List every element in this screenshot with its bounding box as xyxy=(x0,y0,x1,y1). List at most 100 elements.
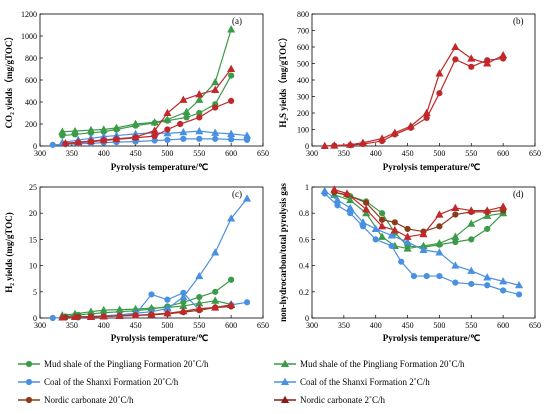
y-tick-label: 20 xyxy=(29,209,37,218)
y-tick-label: 0.6 xyxy=(299,235,309,244)
x-tick-label: 600 xyxy=(225,321,237,330)
x-tick-label: 550 xyxy=(465,321,477,330)
chart-panel-2: 300 350 400 450 500 550 600 650 0 100 200 300 400 500… xyxy=(278,10,541,172)
data-point xyxy=(164,136,171,144)
data-point xyxy=(403,244,412,252)
data-point xyxy=(346,195,355,204)
data-point xyxy=(163,129,172,137)
data-point xyxy=(112,123,121,131)
x-axis-label: Pyrolysis temperature/℃ xyxy=(111,333,209,343)
series-4 xyxy=(58,194,252,321)
series-line xyxy=(62,198,248,319)
data-point xyxy=(196,293,203,301)
data-point xyxy=(148,291,155,298)
x-tick-label: 550 xyxy=(193,149,205,158)
y-axis-label: H₂ yields (mg/gTOC) xyxy=(4,212,14,293)
data-point xyxy=(183,114,190,121)
y-tick-label: 25 xyxy=(29,183,37,192)
data-point xyxy=(419,229,428,238)
data-point xyxy=(358,138,368,146)
panel-tag: (c) xyxy=(232,189,242,199)
data-point xyxy=(483,59,492,67)
data-point xyxy=(150,118,159,126)
data-point xyxy=(179,128,188,136)
series-4 xyxy=(320,186,524,289)
x-tick-label: 300 xyxy=(34,149,46,158)
data-point xyxy=(99,135,108,144)
data-point xyxy=(499,202,508,210)
data-point xyxy=(227,129,236,137)
series-line xyxy=(62,75,232,137)
data-point xyxy=(499,51,508,59)
panel-tag: (a) xyxy=(232,16,242,26)
y-tick-label: 0.4 xyxy=(299,262,309,271)
series-line xyxy=(324,190,520,286)
x-tick-label: 650 xyxy=(257,149,269,158)
data-point xyxy=(515,281,524,289)
legend-marker xyxy=(280,359,290,368)
data-point xyxy=(398,258,405,265)
x-tick-label: 500 xyxy=(161,149,173,158)
data-point xyxy=(435,248,444,256)
y-tick-label: 800 xyxy=(297,10,309,19)
data-point xyxy=(435,69,444,77)
data-point xyxy=(179,95,188,103)
data-point xyxy=(211,128,220,136)
y-tick-label: 15 xyxy=(29,235,37,244)
data-point xyxy=(378,222,387,230)
data-point xyxy=(436,272,443,280)
data-point xyxy=(468,280,475,288)
series-line xyxy=(62,29,232,133)
data-point xyxy=(243,299,251,306)
y-tick-label: 0 xyxy=(33,142,37,151)
x-tick-label: 400 xyxy=(98,321,110,330)
x-tick-label: 500 xyxy=(161,321,173,330)
data-point xyxy=(333,195,342,204)
data-point xyxy=(212,135,219,142)
data-point xyxy=(499,277,508,285)
legend-label: Coal of the Shanxi Formation 20˚C/h xyxy=(44,377,179,387)
data-point xyxy=(70,126,80,135)
x-tick-label: 450 xyxy=(130,321,142,330)
data-point xyxy=(227,300,236,308)
data-point xyxy=(164,296,171,303)
data-point xyxy=(334,202,341,209)
x-tick-label: 550 xyxy=(193,321,205,330)
data-point xyxy=(363,199,370,206)
x-tick-label: 650 xyxy=(529,321,541,330)
data-point xyxy=(423,114,430,122)
x-tick-label: 650 xyxy=(257,321,269,330)
data-point xyxy=(164,126,171,133)
data-point xyxy=(320,186,329,194)
y-tick-label: 1000 xyxy=(21,32,37,41)
y-tick-label: 600 xyxy=(297,43,309,52)
data-point xyxy=(467,266,476,274)
data-point xyxy=(330,185,339,193)
data-point xyxy=(387,231,396,239)
data-point xyxy=(467,54,476,62)
series-line xyxy=(334,194,504,250)
panel-tag: (b) xyxy=(513,16,524,26)
data-point xyxy=(452,56,459,63)
data-point xyxy=(112,134,121,142)
x-tick-label: 400 xyxy=(370,321,382,330)
data-point xyxy=(484,225,491,233)
y-tick-label: 500 xyxy=(297,60,309,69)
data-point xyxy=(195,90,204,98)
data-point xyxy=(320,141,329,150)
data-point xyxy=(180,135,187,142)
data-point xyxy=(227,25,236,33)
legend-item: Mud shale of the Pingliang Formation 20˚… xyxy=(18,359,209,369)
legend-marker xyxy=(280,377,290,386)
legend-item: Nordic carbonate 20˚C/h xyxy=(18,395,134,405)
y-tick-label: 0 xyxy=(305,142,309,151)
data-point xyxy=(227,214,236,222)
data-point xyxy=(419,245,428,253)
data-point xyxy=(115,311,124,319)
x-tick-label: 650 xyxy=(529,149,541,158)
x-axis-label: Pyrolysis temperature/℃ xyxy=(111,162,209,172)
data-point xyxy=(182,107,191,115)
y-tick-label: 200 xyxy=(25,120,37,129)
legend-label: Coal of the Shanxi Formation 2˚C/h xyxy=(300,377,430,387)
data-point xyxy=(378,232,387,240)
